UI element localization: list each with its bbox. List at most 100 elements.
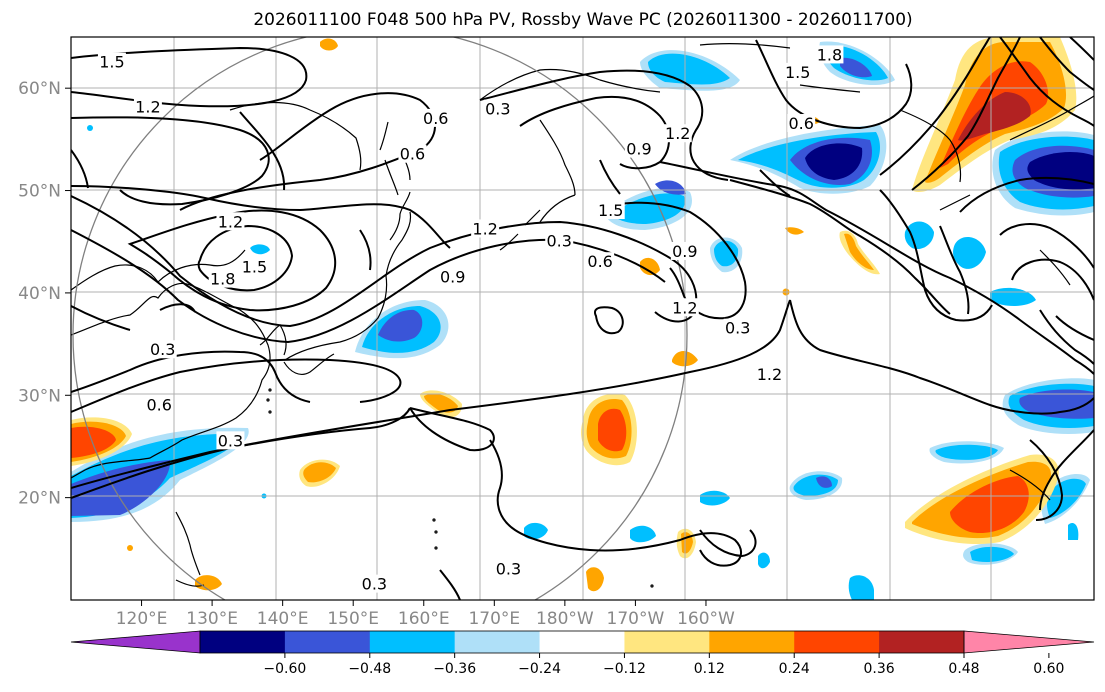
contour-label-halo bbox=[240, 257, 269, 276]
x-tick-label: 170°E bbox=[468, 609, 520, 629]
contour-label: 0.9 bbox=[626, 140, 651, 159]
map-frame bbox=[70, 36, 1095, 601]
contour-label-halo bbox=[216, 431, 245, 450]
colorbar-tick-label: −0.36 bbox=[433, 661, 476, 677]
contour-label: 0.3 bbox=[496, 559, 521, 578]
contour-label-halo bbox=[586, 252, 615, 271]
positive-anomaly-small-patches bbox=[127, 38, 880, 592]
contour-label-halo bbox=[545, 231, 574, 250]
negative-anomaly-east-japan bbox=[355, 300, 449, 359]
contour-label: 0.6 bbox=[400, 145, 425, 164]
contour-label: 0.3 bbox=[485, 100, 510, 119]
contour-label-halo bbox=[421, 108, 450, 127]
contour-label-halo bbox=[145, 395, 174, 414]
contour-label-halo bbox=[133, 97, 162, 116]
contour-label: 1.5 bbox=[242, 257, 267, 276]
colorbar-tick-label: −0.60 bbox=[263, 661, 306, 677]
contour-label-halo bbox=[624, 139, 653, 158]
x-tick-label: 170°W bbox=[607, 609, 665, 629]
contour-label: 0.3 bbox=[546, 232, 571, 251]
colorbar-swatch bbox=[454, 631, 541, 653]
contour-label-halo bbox=[398, 144, 427, 163]
colorbar-tick-label: −0.48 bbox=[348, 661, 391, 677]
x-axis-ticks: 120°E 130°E 140°E 150°E 160°E 170°E 180°W 170°W… bbox=[116, 600, 735, 629]
contour-label-halo bbox=[815, 45, 844, 64]
rossby-wave-circle bbox=[72, 37, 688, 600]
colorbar-swatch bbox=[369, 631, 456, 653]
colorbar-swatch bbox=[539, 631, 625, 653]
colorbar-outline bbox=[199, 630, 965, 654]
negative-anomaly-east-mid bbox=[1002, 378, 1094, 434]
contour-label: 1.2 bbox=[665, 124, 690, 143]
contour-label: 1.8 bbox=[817, 45, 842, 64]
contour-label-halo bbox=[755, 364, 784, 383]
contour-label: 0.6 bbox=[587, 252, 612, 271]
colorbar-swatch bbox=[794, 631, 880, 653]
colorbar-extend-low bbox=[70, 630, 201, 654]
contour-label-halo bbox=[783, 62, 812, 81]
contour-label-halo bbox=[787, 114, 816, 133]
contour-label-halo bbox=[471, 219, 500, 238]
contour-label: 0.6 bbox=[788, 114, 813, 133]
contour-label: 1.2 bbox=[672, 298, 697, 317]
x-tick-label: 140°E bbox=[257, 609, 309, 629]
contour-label: 1.2 bbox=[472, 219, 497, 238]
positive-anomaly-southwest bbox=[71, 417, 132, 466]
y-axis-ticks: 20°N 30°N 40°N 50°N 60°N bbox=[18, 79, 71, 509]
colorbar: −0.60 −0.48 −0.36 −0.24 −0.12 0.12 0.24 0.36 0.4… bbox=[70, 630, 1095, 677]
colorbar-extend-high bbox=[963, 630, 1095, 654]
contour-label: 0.3 bbox=[150, 340, 175, 359]
x-tick-label: 120°E bbox=[116, 609, 168, 629]
contour-label: 1.2 bbox=[135, 98, 160, 117]
y-tick-label: 20°N bbox=[18, 489, 61, 509]
contour-label-halo bbox=[723, 318, 752, 337]
colorbar-swatch bbox=[284, 631, 371, 653]
contour-label: 1.2 bbox=[218, 212, 243, 231]
contour-label: 0.3 bbox=[362, 575, 387, 594]
positive-anomaly-central bbox=[581, 393, 637, 466]
contour-label-halo bbox=[360, 574, 389, 593]
contour-label: 1.5 bbox=[785, 63, 810, 82]
colorbar-swatch bbox=[709, 631, 795, 653]
graticule bbox=[71, 37, 1094, 600]
contour-label: 0.6 bbox=[146, 396, 171, 415]
chart-title: 2026011100 F048 500 hPa PV, Rossby Wave … bbox=[253, 10, 912, 30]
contour-label-halo bbox=[97, 52, 126, 71]
colorbar-tick-label: 0.48 bbox=[948, 661, 979, 677]
y-tick-label: 50°N bbox=[18, 182, 61, 202]
contour-label: 1.8 bbox=[210, 270, 235, 289]
negative-anomaly-kamchatka bbox=[730, 125, 887, 194]
colorbar-tick-label: 0.12 bbox=[694, 661, 725, 677]
y-tick-label: 30°N bbox=[18, 386, 61, 406]
contour-labels: 1.5 1.2 1.2 1.8 1.5 0.3 0.6 0.3 0.6 0.6 0.3 1.2 0.9 0… bbox=[97, 45, 844, 594]
contour-label-halo bbox=[670, 241, 699, 260]
contour-label: 1.5 bbox=[99, 53, 124, 72]
x-tick-label: 150°E bbox=[327, 609, 379, 629]
colorbar-swatch bbox=[200, 631, 286, 653]
colorbar-swatch bbox=[624, 631, 710, 653]
contour-label: 0.6 bbox=[423, 109, 448, 128]
contour-label-halo bbox=[438, 267, 467, 286]
contour-label-halo bbox=[148, 340, 177, 359]
x-tick-label: 130°E bbox=[186, 609, 238, 629]
colorbar-tick-label: −0.24 bbox=[518, 661, 561, 677]
contour-label: 0.9 bbox=[672, 242, 697, 261]
contour-label: 0.3 bbox=[725, 319, 750, 338]
contour-label-halo bbox=[663, 124, 692, 143]
negative-anomaly-small-patches bbox=[87, 125, 1090, 600]
colorbar-tick-label: 0.36 bbox=[864, 661, 895, 677]
y-tick-label: 60°N bbox=[18, 79, 61, 99]
x-tick-label: 180°W bbox=[536, 609, 594, 629]
colorbar-tick-label: −0.12 bbox=[603, 661, 646, 677]
y-tick-label: 40°N bbox=[18, 284, 61, 304]
colorbar-tick-label: 0.60 bbox=[1033, 661, 1064, 677]
contour-label: 1.5 bbox=[598, 201, 623, 220]
contour-label: 1.2 bbox=[757, 365, 782, 384]
contour-label-halo bbox=[483, 99, 512, 118]
colorbar-tick-label: 0.24 bbox=[779, 661, 810, 677]
contour-label: 0.3 bbox=[218, 431, 243, 450]
colorbar-swatch bbox=[879, 631, 965, 653]
positive-anomaly-southeast bbox=[905, 454, 1059, 545]
x-tick-label: 160°W bbox=[677, 609, 735, 629]
